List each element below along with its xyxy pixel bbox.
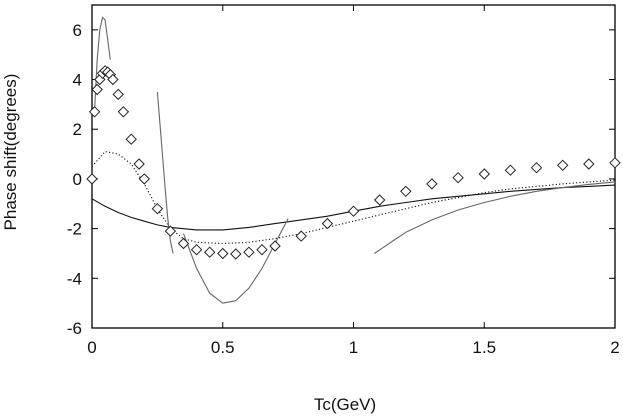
x-tick-label: 0.5 — [211, 338, 235, 357]
gray-expansion-curve-2-line — [156, 91, 174, 254]
y-tick-label: 6 — [73, 21, 82, 40]
y-axis-label: Phase shift(degrees) — [1, 74, 20, 231]
gray-expansion-curve-3-line — [182, 218, 289, 304]
diamond-marker — [347, 205, 360, 217]
x-axis-ticks: 0 0.5 1 1.5 2 — [87, 5, 620, 357]
diamond-marker — [107, 73, 119, 86]
y-tick-label: -6 — [67, 319, 82, 338]
diamond-marker — [91, 83, 103, 96]
y-tick-label: 4 — [73, 71, 82, 90]
x-axis-label: Tc(GeV) — [314, 395, 376, 414]
y-tick-label: 0 — [73, 170, 82, 189]
diamond-marker — [133, 158, 145, 170]
diamond-marker — [321, 217, 334, 230]
diamond-marker — [151, 202, 164, 215]
diamond-marker — [504, 164, 517, 176]
diamond-marker — [400, 185, 412, 198]
diamond-marker — [426, 178, 438, 190]
diamond-marker — [452, 171, 464, 184]
diamond-marker — [125, 133, 137, 145]
diamond-marker — [86, 173, 98, 185]
diamond-marker — [117, 106, 130, 118]
x-tick-label: 0 — [87, 338, 96, 357]
diamond-marker — [583, 158, 595, 170]
x-tick-label: 1 — [349, 338, 358, 357]
y-tick-label: 2 — [73, 120, 82, 139]
diamond-marker — [190, 243, 203, 256]
gray-expansion-curve-1-line — [94, 16, 111, 110]
diamond-marker — [88, 106, 101, 118]
thin-solid-curve-line — [91, 184, 616, 231]
diamond-markers-group — [86, 65, 621, 260]
diamond-marker — [530, 161, 543, 174]
diamond-marker — [256, 243, 268, 256]
diamond-marker — [138, 173, 151, 185]
diamond-marker — [243, 246, 255, 258]
diamond-marker — [217, 247, 229, 260]
y-tick-label: -2 — [67, 220, 82, 239]
diamond-marker — [373, 194, 386, 206]
diamond-marker — [112, 88, 124, 101]
diamond-marker — [177, 237, 190, 250]
diamond-marker — [478, 168, 491, 180]
x-tick-label: 2 — [610, 338, 619, 357]
series-layer — [86, 16, 621, 304]
x-tick-label: 1.5 — [472, 338, 496, 357]
diamond-marker — [230, 248, 242, 260]
diamond-marker — [203, 246, 216, 258]
gray-expansion-curve-4-line — [374, 181, 616, 254]
diamond-marker — [295, 230, 307, 242]
diamond-marker — [164, 225, 177, 237]
y-tick-label: -4 — [67, 269, 82, 288]
diamond-marker — [609, 157, 621, 169]
diamond-marker — [269, 240, 281, 252]
diamond-marker — [556, 159, 569, 172]
